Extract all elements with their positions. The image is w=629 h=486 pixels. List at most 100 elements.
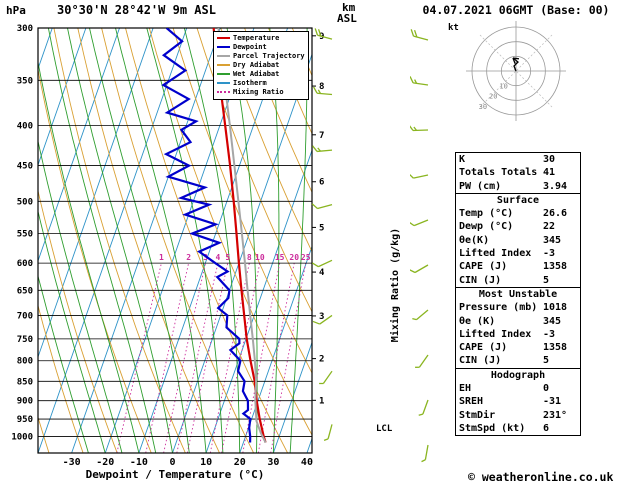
km-tick-label: 7: [319, 131, 324, 141]
wind-barb: [418, 399, 429, 416]
dry-adiabat-line: [220, 28, 312, 253]
legend-item: Parcel Trajectory: [217, 52, 305, 60]
hodograph-diagonal: [479, 34, 553, 108]
temperature-tick-label: 20: [234, 457, 246, 468]
mixing-ratio-value-label: 10: [255, 253, 265, 262]
table-row: Totals Totals 41: [456, 166, 580, 179]
legend-item: Dewpoint: [217, 43, 305, 51]
dry-adiabat-line: [244, 28, 312, 194]
wind-barb: [314, 28, 333, 40]
table-row-label: Pressure (mb): [459, 302, 538, 314]
pressure-tick-label: 350: [17, 76, 33, 86]
mixing-ratio-value-label: 3: [203, 253, 208, 262]
table-row-label: CIN (J): [459, 274, 502, 286]
wind-barb-column: [410, 29, 429, 463]
table-row: θe(K) 345: [456, 234, 580, 247]
wet-adiabat-line: [38, 60, 140, 453]
table-row: CAPE (J) 1358: [456, 260, 580, 273]
dry-adiabat-line: [38, 67, 152, 453]
wind-barb: [312, 314, 333, 325]
wind-barb: [410, 29, 429, 41]
hodograph-trace: [512, 57, 519, 72]
wet-adiabat-line: [47, 28, 157, 453]
mixing-ratio-value-label: 5: [225, 253, 230, 262]
mixing-ratio-value-label: 2: [186, 253, 191, 262]
table-row-value: 5: [543, 355, 550, 367]
table-row-value: -3: [543, 328, 556, 340]
legend-swatch: [217, 46, 230, 48]
hodograph-ring: [471, 26, 561, 116]
table-row-label: Temp (°C): [459, 208, 514, 220]
mixing-ratio-line: [242, 263, 281, 453]
legend-label: Isotherm: [233, 79, 267, 87]
dry-adiabat-line: [125, 28, 289, 453]
mixing-ratio-value-label: 4: [215, 253, 220, 262]
pressure-tick-label: 600: [17, 259, 33, 269]
table-row-label: StmSpd (kt): [459, 422, 526, 434]
lcl-label: LCL: [376, 424, 393, 434]
wind-barb: [313, 86, 333, 96]
mixing-ratio-axis-title: Mixing Ratio (g/kg): [389, 228, 401, 342]
table-row: K 30: [456, 153, 580, 166]
wind-barb: [412, 309, 429, 321]
table-row: EH 0: [456, 382, 580, 395]
run-date: 04.07.2021 06GMT (Base: 00): [422, 3, 610, 17]
legend-item: Isotherm: [217, 79, 305, 87]
table-section: Most Unstable Pressure (mb) 1018 θe (K) 345 L…: [456, 286, 580, 368]
pressure-tick-label: 900: [17, 397, 33, 407]
table-row-label: K: [459, 154, 466, 165]
wind-barb: [319, 370, 333, 385]
mixing-ratio-value-label: 25: [301, 253, 311, 262]
legend-swatch: [217, 64, 230, 66]
legend-item: Wet Adiabat: [217, 70, 305, 78]
skewt-background-lines: [0, 28, 312, 453]
temperature-tick-label: 0: [169, 457, 175, 468]
table-row: CIN (J) 5: [456, 354, 580, 367]
km-tick-label: 3: [319, 312, 324, 322]
table-row-value: 1018: [543, 302, 568, 314]
wind-barb: [410, 124, 429, 132]
isotherm-line: [38, 28, 120, 263]
table-row-label: PW (cm): [459, 180, 502, 192]
pressure-tick-label: 400: [17, 122, 33, 132]
table-section: Hodograph EH 0 SREH -31 StmDir 231° StmSpd (kt)…: [456, 367, 580, 435]
table-row: CIN (J) 5: [456, 274, 580, 287]
mixing-ratio-line: [270, 263, 307, 453]
temperature-tick-label: -20: [96, 457, 114, 468]
table-row: Lifted Index -3: [456, 328, 580, 341]
legend-swatch: [217, 91, 230, 93]
pressure-tick-label: 950: [17, 415, 33, 425]
pressure-tick-label: 700: [17, 311, 33, 321]
pressure-tick-label: 800: [17, 357, 33, 367]
wind-barb: [410, 219, 429, 227]
table-row-value: -3: [543, 248, 556, 260]
wet-adiabat-line: [115, 28, 207, 453]
wet-adiabat-line: [183, 28, 241, 453]
dry-adiabat-line: [38, 188, 118, 453]
table-row-value: 22: [543, 221, 556, 233]
parcel-trajectory-curve: [217, 28, 267, 443]
km-tick-label: 1: [319, 396, 324, 406]
table-row-label: StmDir: [459, 409, 496, 421]
isotherm-line: [0, 28, 19, 453]
km-tick-label: 6: [319, 178, 324, 188]
isotherm-line: [38, 28, 53, 71]
wind-barb: [415, 354, 429, 368]
mixing-ratio-line: [186, 263, 229, 453]
hodograph-diagonal: [479, 34, 553, 108]
chart-legend: Temperature Dewpoint Parcel Trajectory Dry …: [213, 31, 309, 100]
wind-barb: [410, 76, 429, 86]
table-row: StmSpd (kt) 6: [456, 422, 580, 435]
copyright: © weatheronline.co.uk: [468, 470, 614, 484]
table-row-value: 41: [543, 167, 556, 179]
table-row-label: Totals Totals: [459, 167, 538, 179]
dry-adiabat-line: [77, 28, 220, 453]
wind-barb: [410, 264, 429, 274]
mixing-ratio-line: [163, 263, 206, 453]
dry-adiabat-line: [38, 303, 84, 453]
temperature-tick-label: -10: [130, 457, 148, 468]
table-row-label: θe(K): [459, 234, 490, 246]
pressure-tick-label: 850: [17, 377, 33, 387]
